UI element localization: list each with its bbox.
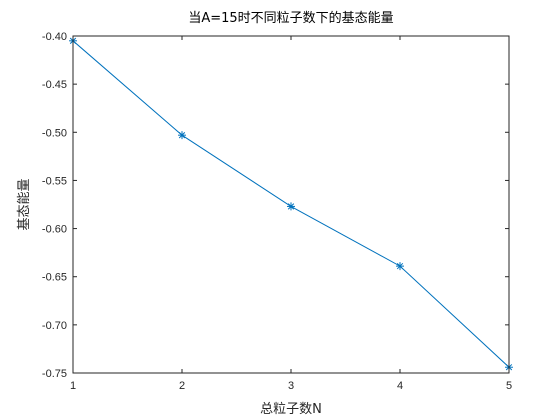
y-tick-label: -0.60 — [42, 224, 67, 236]
data-point — [178, 131, 186, 140]
data-point — [287, 202, 295, 211]
x-axis-label: 总粒子数N — [260, 402, 322, 417]
y-tick-label: -0.65 — [42, 272, 67, 284]
x-tick-label: 2 — [179, 380, 185, 392]
y-tick-label: -0.70 — [42, 320, 67, 332]
axes-box — [72, 35, 510, 374]
x-tick-label: 5 — [506, 380, 512, 392]
x-tick-label: 4 — [397, 380, 403, 392]
y-axis-ticks: -0.40 -0.45 -0.50 -0.55 -0.60 -0.65 -0.70 -0.75 — [42, 31, 509, 380]
y-tick-label: -0.75 — [42, 368, 67, 380]
y-tick-label: -0.40 — [42, 31, 67, 43]
y-tick-label: -0.50 — [42, 127, 67, 139]
y-tick-label: -0.45 — [42, 79, 67, 91]
x-tick-label: 3 — [288, 380, 294, 392]
x-tick-label: 1 — [70, 380, 76, 392]
chart-title: 当A=15时不同粒子数下的基态能量 — [188, 10, 393, 26]
y-tick-label: -0.55 — [42, 175, 67, 187]
y-axis-label: 基态能量 — [17, 178, 32, 230]
data-point — [396, 262, 404, 271]
